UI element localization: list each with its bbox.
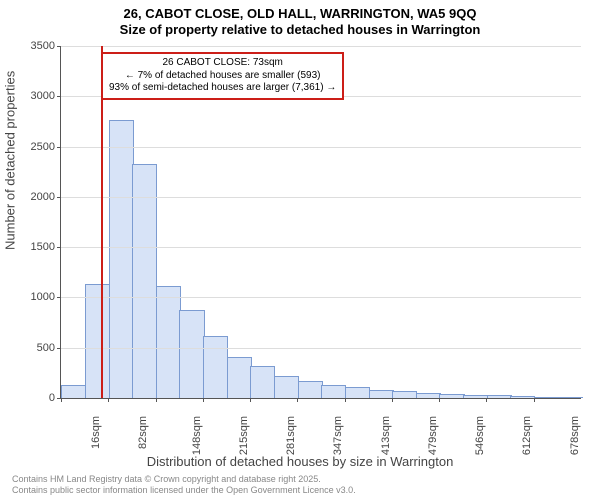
footer-line2: Contains public sector information licen… <box>12 485 356 496</box>
bar <box>463 395 488 398</box>
xtick-mark <box>108 398 109 402</box>
xtick-mark <box>392 398 393 402</box>
bar <box>250 366 275 398</box>
bar <box>227 357 252 398</box>
bar <box>558 397 583 398</box>
ytick-label: 0 <box>49 392 61 404</box>
bar <box>369 390 394 398</box>
xtick-label: 82sqm <box>137 416 149 449</box>
gridline <box>61 197 581 198</box>
bar <box>510 396 535 398</box>
xtick-label: 215sqm <box>238 416 250 455</box>
bar <box>321 385 346 398</box>
xtick-mark <box>156 398 157 402</box>
xtick-label: 479sqm <box>427 416 439 455</box>
bar <box>109 120 134 398</box>
xtick-mark <box>250 398 251 402</box>
xtick-mark <box>61 398 62 402</box>
bar <box>345 387 370 398</box>
xtick-label: 678sqm <box>569 416 581 455</box>
bar <box>298 381 323 398</box>
annotation-box: 26 CABOT CLOSE: 73sqm← 7% of detached ho… <box>101 52 344 100</box>
ytick-label: 1500 <box>31 241 61 253</box>
bar <box>392 391 417 398</box>
y-axis-label: Number of detached properties <box>3 71 18 250</box>
bar <box>534 397 559 398</box>
bar <box>132 164 157 398</box>
xtick-label: 148sqm <box>191 416 203 455</box>
xtick-mark <box>297 398 298 402</box>
xtick-label: 281sqm <box>285 416 297 455</box>
bar <box>416 393 441 398</box>
gridline <box>61 46 581 47</box>
histogram-chart: 26, CABOT CLOSE, OLD HALL, WARRINGTON, W… <box>0 0 600 500</box>
xtick-label: 413sqm <box>380 416 392 455</box>
bar <box>85 284 110 398</box>
ytick-label: 3000 <box>31 90 61 102</box>
title-line2: Size of property relative to detached ho… <box>0 22 600 38</box>
annotation-line2: ← 7% of detached houses are smaller (593… <box>109 70 336 83</box>
annotation-line1: 26 CABOT CLOSE: 73sqm <box>109 57 336 70</box>
bar <box>274 376 299 398</box>
ytick-label: 2000 <box>31 191 61 203</box>
chart-title: 26, CABOT CLOSE, OLD HALL, WARRINGTON, W… <box>0 0 600 39</box>
bar <box>179 310 204 398</box>
xtick-label: 16sqm <box>90 416 102 449</box>
gridline <box>61 348 581 349</box>
bar <box>203 336 228 398</box>
xtick-mark <box>203 398 204 402</box>
plot-area: 050010001500200025003000350016sqm82sqm14… <box>60 46 581 399</box>
gridline <box>61 297 581 298</box>
ytick-label: 1000 <box>31 291 61 303</box>
bar <box>61 385 86 398</box>
bar <box>439 394 464 398</box>
xtick-label: 347sqm <box>333 416 345 455</box>
xtick-mark <box>439 398 440 402</box>
xtick-mark <box>534 398 535 402</box>
ytick-label: 2500 <box>31 141 61 153</box>
title-line1: 26, CABOT CLOSE, OLD HALL, WARRINGTON, W… <box>0 6 600 22</box>
footer-line1: Contains HM Land Registry data © Crown c… <box>12 474 356 485</box>
x-axis-label: Distribution of detached houses by size … <box>0 454 600 469</box>
xtick-label: 612sqm <box>522 416 534 455</box>
bar <box>487 395 512 398</box>
ytick-label: 500 <box>37 342 61 354</box>
xtick-mark <box>345 398 346 402</box>
annotation-line3: 93% of semi-detached houses are larger (… <box>109 82 336 95</box>
footer-attribution: Contains HM Land Registry data © Crown c… <box>12 474 356 496</box>
bar <box>156 286 181 398</box>
xtick-label: 546sqm <box>474 416 486 455</box>
gridline <box>61 247 581 248</box>
xtick-mark <box>486 398 487 402</box>
ytick-label: 3500 <box>31 40 61 52</box>
gridline <box>61 147 581 148</box>
